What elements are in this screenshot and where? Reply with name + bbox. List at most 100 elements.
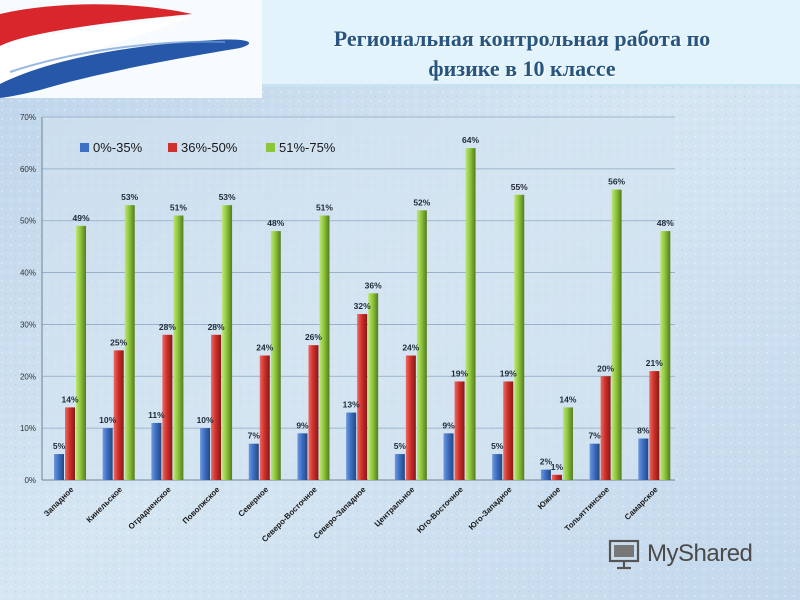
slide-title-line-1: Региональная контрольная работа по — [333, 26, 711, 51]
bar — [54, 454, 64, 480]
data-label: 36% — [365, 280, 382, 290]
bar — [76, 225, 86, 480]
x-category-label: Тольяттинское — [563, 485, 611, 533]
data-label: 10% — [197, 415, 214, 425]
bar — [589, 443, 600, 480]
data-label: 5% — [53, 441, 66, 451]
legend-swatch — [80, 143, 89, 152]
data-label: 10% — [99, 415, 116, 425]
data-label: 1% — [551, 462, 564, 472]
y-tick-label: 70% — [20, 113, 36, 122]
x-category-label: Самарское — [623, 485, 660, 522]
data-label: 26% — [305, 332, 322, 342]
y-tick-label: 60% — [20, 165, 36, 174]
x-category-label: Южное — [536, 485, 563, 512]
legend-item: 0%-35% — [80, 140, 143, 155]
bar — [492, 454, 503, 480]
bar — [222, 205, 233, 480]
x-category-label: Северо-Западное — [312, 485, 368, 541]
data-label: 8% — [637, 426, 650, 436]
bar — [248, 443, 259, 480]
bar — [151, 422, 162, 480]
data-label: 49% — [72, 213, 89, 223]
data-label: 48% — [657, 218, 674, 228]
bar — [465, 148, 476, 480]
bar — [611, 189, 622, 480]
bar — [357, 314, 368, 480]
data-label: 52% — [413, 197, 430, 207]
data-label: 28% — [159, 322, 176, 332]
y-axis-tick-labels: 0% 10% 20% 30% 40% 50% 60% 70% — [20, 113, 36, 485]
data-label: 14% — [61, 394, 78, 404]
data-label: 14% — [559, 394, 576, 404]
x-category-label: Кинельское — [85, 485, 125, 525]
y-tick-label: 30% — [20, 320, 36, 329]
bar — [638, 438, 649, 480]
data-label: 5% — [394, 441, 407, 451]
bar — [562, 407, 573, 480]
slide-title-line-2: физике в 10 классе — [428, 56, 616, 81]
data-label: 13% — [343, 400, 360, 410]
bar — [394, 454, 405, 480]
bar — [200, 428, 211, 480]
x-category-label: Западное — [42, 485, 76, 519]
legend-item: 36%-50% — [168, 140, 238, 155]
data-label: 53% — [219, 192, 236, 202]
bar — [514, 194, 525, 481]
x-axis-category-labels: Западное Кинельское Отрадненское Поволжское… — [42, 485, 660, 544]
x-category-label: Юго-Западное — [467, 485, 514, 532]
bar — [503, 381, 514, 480]
y-tick-label: 10% — [20, 424, 36, 433]
bar — [600, 376, 611, 480]
data-label: 48% — [267, 218, 284, 228]
data-label: 51% — [316, 203, 333, 213]
data-label: 25% — [110, 337, 127, 347]
bar — [454, 381, 465, 480]
bar — [346, 412, 357, 480]
bar — [113, 350, 124, 480]
bar — [649, 371, 660, 480]
bar — [259, 355, 270, 480]
data-label: 51% — [170, 203, 187, 213]
x-category-label: Отрадненское — [127, 485, 174, 532]
bar — [211, 334, 222, 480]
bar — [319, 215, 330, 480]
data-label: 5% — [491, 441, 504, 451]
data-label: 53% — [121, 192, 138, 202]
legend-label: 51%-75% — [279, 140, 336, 155]
legend-swatch — [266, 143, 275, 152]
data-label: 64% — [462, 135, 479, 145]
bar — [173, 215, 184, 480]
watermark: MyShared — [607, 536, 753, 572]
bar — [405, 355, 416, 480]
data-label: 7% — [588, 431, 601, 441]
header-band — [262, 0, 800, 86]
bar — [270, 231, 281, 480]
projector-screen-icon — [608, 539, 640, 570]
legend-label: 0%-35% — [93, 140, 143, 155]
x-category-label: Северное — [237, 485, 271, 519]
bar — [65, 407, 75, 480]
bar — [124, 205, 135, 480]
legend-item: 51%-75% — [266, 140, 336, 155]
data-label: 2% — [540, 457, 553, 467]
x-category-label: Юго-Восточное — [415, 485, 465, 535]
bar — [162, 334, 173, 480]
bars — [54, 148, 671, 481]
x-category-label: Поволжское — [181, 485, 222, 526]
data-label: 24% — [402, 343, 419, 353]
data-label: 55% — [511, 182, 528, 192]
bar — [102, 428, 113, 480]
data-label: 24% — [256, 343, 273, 353]
data-label: 56% — [608, 177, 625, 187]
legend-label: 36%-50% — [181, 140, 238, 155]
y-tick-label: 50% — [20, 217, 36, 226]
flag-ribbon-graphic — [0, 4, 250, 98]
data-label: 19% — [451, 368, 468, 378]
y-tick-label: 20% — [20, 372, 36, 381]
x-category-label: Центральное — [373, 485, 417, 529]
bar — [443, 433, 454, 480]
legend-swatch — [168, 143, 177, 152]
bar — [660, 231, 671, 480]
